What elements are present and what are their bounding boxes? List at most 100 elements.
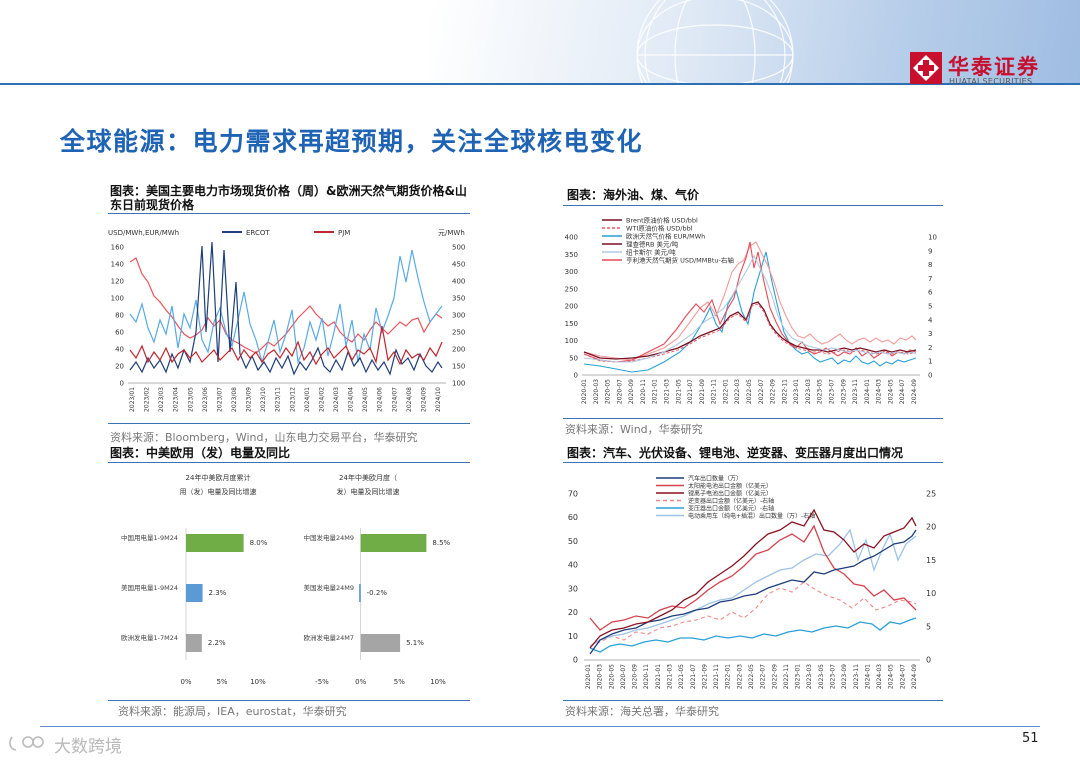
panel2-series-wti bbox=[583, 303, 917, 363]
panel2-series-richards-bay bbox=[583, 254, 917, 363]
panel4-x-tick-8: 2021-05 bbox=[678, 664, 685, 689]
panel1-x-tick-3: 2023/04 bbox=[173, 387, 180, 412]
panel2-x-tick-6: 2021-01 bbox=[652, 379, 659, 404]
panel4-bottom-rule bbox=[563, 700, 943, 701]
panel4-right-tick-0: 25 bbox=[926, 490, 936, 499]
panel3-chart0-value-label-1: 2.3% bbox=[209, 589, 227, 597]
panel3-top-rule bbox=[108, 462, 470, 463]
panel1-left-unit: USD/MWh,EUR/MWh bbox=[108, 229, 179, 237]
panel1-series-shandong bbox=[129, 249, 443, 365]
panel2-x-tick-22: 2023-09 bbox=[840, 379, 847, 404]
panel3-chart1-bar-1 bbox=[359, 584, 361, 602]
panel2-legend-label-4: 纽卡斯尔 美元/吨 bbox=[626, 248, 676, 257]
panel1-x-tick-14: 2024/03 bbox=[333, 387, 340, 412]
panel1-x-tick-15: 2024/04 bbox=[348, 387, 355, 412]
panel3-chart0-title-line2: 用（发）电量及同比增速 bbox=[180, 487, 257, 496]
panel1-right-tick-1: 450 bbox=[452, 261, 465, 269]
panel4-legend-label-5: 电动乘用车（纯电+插混）出口数量（万）-右轴 bbox=[688, 512, 815, 520]
panel1-right-tick-4: 300 bbox=[452, 312, 465, 320]
panel4-left-tick-0: 70 bbox=[568, 490, 578, 499]
panel2-left-tick-8: 0 bbox=[574, 372, 578, 380]
panel4-x-tick-5: 2020-11 bbox=[643, 664, 650, 689]
panel4-chart: 汽车出口数量（万）太阳能电池出口金额（亿美元）锂离子电池出口金额（亿美元）逆变器… bbox=[568, 475, 936, 690]
panel2-x-tick-14: 2022-05 bbox=[746, 379, 753, 404]
panel3-chart0-category-0: 中国用电量1-9M24 bbox=[121, 533, 178, 542]
panel4-x-tick-21: 2023-07 bbox=[830, 664, 837, 689]
panel1-left-tick-3: 100 bbox=[111, 295, 124, 303]
panel1-x-tick-1: 2023/02 bbox=[144, 387, 151, 412]
panel2-source: 资料来源：Wind，华泰研究 bbox=[565, 423, 703, 436]
panel2-right-tick-6: 4 bbox=[928, 316, 933, 324]
panel2-left-tick-2: 300 bbox=[565, 268, 578, 276]
panel1-x-tick-4: 2023/05 bbox=[187, 387, 194, 412]
panel2-x-tick-4: 2020-09 bbox=[628, 379, 635, 404]
panel3-chart0-category-1: 美国用电量1-9M24 bbox=[121, 583, 178, 592]
panel1-legend-ercot: ERCOT bbox=[246, 229, 270, 237]
panel4-x-tick-18: 2023-01 bbox=[795, 664, 802, 689]
panel4-x-tick-22: 2023-09 bbox=[841, 664, 848, 689]
panel2-x-tick-13: 2022-03 bbox=[734, 379, 741, 404]
watermark-text: 大数跨境 bbox=[54, 737, 122, 757]
panel3-chart0-bar-0 bbox=[186, 534, 244, 552]
panel2-series-brent bbox=[583, 301, 917, 360]
panel4-left-tick-4: 30 bbox=[568, 584, 578, 593]
panel2-x-tick-19: 2023-03 bbox=[805, 379, 812, 404]
panel2-x-tick-15: 2022-07 bbox=[758, 379, 765, 404]
panel1-right-tick-5: 250 bbox=[452, 329, 465, 337]
panel4-x-tick-28: 2024-09 bbox=[911, 664, 918, 689]
panel4-left-tick-5: 20 bbox=[568, 608, 578, 617]
panel2-x-tick-25: 2024-03 bbox=[876, 379, 883, 404]
panel4-x-tick-2: 2020-05 bbox=[608, 664, 615, 689]
panel1-title: 图表：美国主要电力市场现货价格（周）&欧洲天然气期货价格&山东日前现货价格 bbox=[110, 184, 467, 212]
panel3-chart0-value-label-0: 8.0% bbox=[250, 539, 268, 547]
panel2-x-tick-1: 2020-03 bbox=[593, 379, 600, 404]
panel1-left-tick-0: 160 bbox=[111, 244, 124, 252]
panel4-x-tick-10: 2021-09 bbox=[701, 664, 708, 689]
panel3-chart1-title-line2: 发）电量及同比增速 bbox=[337, 487, 400, 496]
panel2-legend-label-2: 欧洲天然气价格 EUR/MWh bbox=[626, 232, 705, 241]
panel4-legend-label-3: 逆变器出口金额（亿美元）-右轴 bbox=[688, 497, 774, 505]
panel3-source: 资料来源：能源局，IEA，eurostat，华泰研究 bbox=[118, 705, 347, 718]
panel1-legend-pjm: PJM bbox=[338, 229, 350, 237]
panel4-x-tick-23: 2023-11 bbox=[853, 664, 860, 689]
panel2-x-tick-21: 2023-07 bbox=[829, 379, 836, 404]
panel4-x-tick-19: 2023-03 bbox=[806, 664, 813, 689]
panel2-x-tick-8: 2021-05 bbox=[675, 379, 682, 404]
panel1-x-tick-12: 2024/01 bbox=[304, 387, 311, 412]
panel2-x-tick-10: 2021-09 bbox=[699, 379, 706, 404]
panel4-right-tick-2: 15 bbox=[926, 556, 936, 565]
panel1-source: 资料来源：Bloomberg，Wind，山东电力交易平台，华泰研究 bbox=[110, 431, 418, 444]
panel4-x-tick-12: 2022-01 bbox=[725, 664, 732, 689]
panel4-x-tick-17: 2022-11 bbox=[783, 664, 790, 689]
panel3-chart0-value-label-2: 2.2% bbox=[208, 639, 226, 647]
panel2-x-tick-0: 2020-01 bbox=[581, 379, 588, 404]
panel4-title: 图表：汽车、光伏设备、锂电池、逆变器、变压器月度出口情况 bbox=[567, 446, 904, 460]
panel4-series-auto bbox=[589, 529, 917, 655]
panel2-top-rule bbox=[563, 205, 943, 206]
panel4-right-tick-3: 10 bbox=[926, 589, 936, 598]
panel2-x-tick-24: 2024-01 bbox=[864, 379, 871, 404]
panel4-x-tick-0: 2020-01 bbox=[585, 664, 592, 689]
panel3-chart0-x-tick-0: 0% bbox=[180, 678, 191, 686]
panel3-bottom-rule bbox=[108, 700, 470, 701]
panel2-series-newcastle bbox=[583, 241, 917, 361]
panel1-series-pjm bbox=[129, 325, 443, 366]
panel3-chart0-x-tick-2: 10% bbox=[250, 678, 266, 686]
panel2-legend-label-3: 理查德RB 美元/吨 bbox=[626, 240, 679, 249]
panel1-x-tick-2: 2023/03 bbox=[158, 387, 165, 412]
panel3-chart0-category-2: 欧洲发电量1-7M24 bbox=[121, 633, 178, 642]
panel3-chart1-x-tick-1: 0% bbox=[355, 678, 366, 686]
header-band bbox=[0, 0, 1080, 84]
panel1-x-tick-19: 2024/08 bbox=[406, 387, 413, 412]
panel3-chart1-value-label-0: 8.5% bbox=[432, 539, 450, 547]
panel4-series-solar-cell bbox=[589, 524, 917, 631]
panel4-legend-label-4: 变压器出口金额（亿美元）-右轴 bbox=[688, 505, 774, 513]
panel2-left-tick-7: 50 bbox=[569, 354, 578, 362]
panel4-x-tick-14: 2022-05 bbox=[748, 664, 755, 689]
panel4-x-tick-4: 2020-09 bbox=[632, 664, 639, 689]
panel2-x-tick-27: 2024-07 bbox=[899, 379, 906, 404]
panel1-right-unit: 元/MWh bbox=[438, 229, 465, 237]
panel4-x-tick-25: 2024-03 bbox=[876, 664, 883, 689]
panel4-series-lithium bbox=[589, 508, 917, 649]
